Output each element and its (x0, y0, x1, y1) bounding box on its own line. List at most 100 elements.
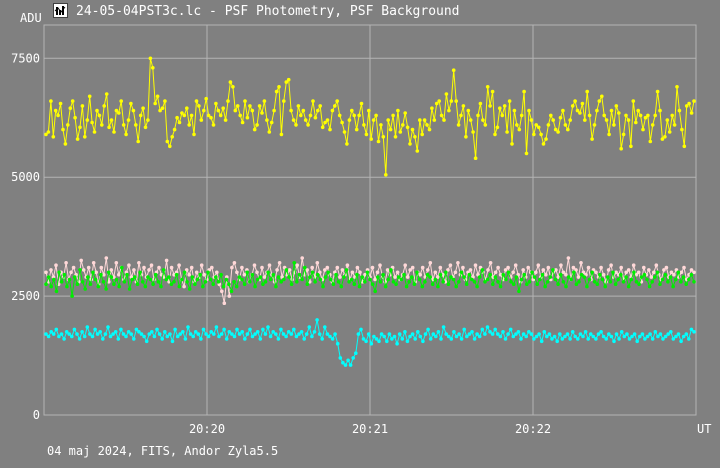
data-point (201, 284, 205, 289)
data-point (262, 275, 267, 279)
data-point (396, 108, 400, 113)
data-point (292, 327, 296, 332)
data-point (569, 277, 573, 282)
data-point (493, 270, 498, 275)
data-point (408, 268, 413, 272)
data-point (624, 113, 628, 118)
data-point (431, 332, 436, 336)
data-point (607, 132, 611, 137)
data-point (544, 272, 548, 277)
title-bar: 24-05-04PST3c.lc - PSF Photometry, PSF B… (0, 0, 720, 24)
data-point (159, 284, 163, 289)
data-point (534, 123, 538, 127)
data-point (274, 284, 278, 289)
data-point (388, 127, 393, 132)
x-tick-label: 20:22 (515, 422, 551, 436)
data-point (470, 330, 474, 334)
footer-info: 04 maj 2024, FITS, Andor Zyla5.5 (47, 444, 279, 458)
data-point (102, 104, 106, 108)
data-point (67, 277, 72, 282)
data-point (682, 265, 686, 270)
data-point (631, 99, 636, 103)
data-point (62, 337, 66, 341)
data-point (345, 142, 349, 146)
data-point (477, 275, 482, 279)
data-point (692, 330, 696, 334)
data-point (132, 337, 136, 341)
data-point (237, 332, 242, 336)
data-point (386, 118, 391, 122)
data-point (378, 280, 383, 284)
x-tick-label: 20:21 (352, 422, 388, 436)
data-point (418, 118, 422, 122)
data-point (305, 282, 310, 287)
data-point (369, 137, 374, 141)
data-point (506, 265, 510, 270)
data-point (658, 332, 663, 336)
data-point (645, 334, 650, 339)
data-point (59, 332, 64, 336)
data-point (393, 275, 397, 279)
data-point (302, 337, 307, 341)
data-point (313, 115, 318, 120)
data-point (216, 280, 221, 284)
data-point (436, 275, 440, 279)
data-point (619, 265, 623, 270)
data-point (352, 282, 357, 287)
chart-app-icon[interactable] (53, 3, 68, 18)
data-point (370, 282, 375, 287)
data-point (580, 101, 585, 106)
data-point (571, 265, 576, 270)
data-point (341, 360, 345, 365)
data-point (612, 123, 616, 127)
data-point (405, 125, 410, 130)
data-point (662, 268, 666, 272)
data-point (430, 106, 434, 110)
data-point (532, 337, 536, 341)
data-point (379, 332, 384, 336)
data-point (80, 280, 85, 284)
data-point (427, 127, 432, 132)
data-point (391, 113, 395, 118)
data-point (111, 332, 115, 336)
data-point (174, 272, 179, 277)
data-point (243, 337, 247, 341)
data-point (165, 334, 170, 339)
data-point (54, 289, 59, 294)
data-point (287, 275, 291, 279)
data-point (689, 272, 694, 277)
data-point (181, 330, 185, 334)
data-point (385, 339, 389, 344)
data-point (650, 123, 655, 127)
data-point (503, 268, 508, 272)
data-point (514, 275, 519, 279)
data-point (307, 325, 312, 329)
data-point (137, 330, 141, 334)
data-point (124, 334, 128, 339)
data-point (348, 363, 353, 367)
data-point (175, 334, 180, 339)
data-point (530, 270, 534, 275)
data-point (199, 118, 204, 122)
data-point (684, 332, 689, 336)
data-point (488, 272, 493, 277)
data-point (626, 284, 631, 289)
data-point (511, 334, 516, 339)
data-point (430, 282, 435, 287)
data-point (670, 113, 674, 118)
data-point (109, 275, 114, 279)
data-point (272, 108, 276, 113)
data-point (462, 327, 467, 332)
data-point (546, 123, 551, 127)
data-point (292, 261, 297, 265)
data-point (642, 272, 647, 277)
data-point (387, 332, 392, 336)
data-point (552, 334, 557, 339)
x-tick-label: 20:20 (189, 422, 225, 436)
data-point (632, 270, 636, 275)
data-point (428, 337, 433, 341)
data-point (170, 135, 174, 139)
data-point (390, 337, 394, 341)
data-point (354, 351, 358, 356)
data-point (339, 284, 344, 289)
